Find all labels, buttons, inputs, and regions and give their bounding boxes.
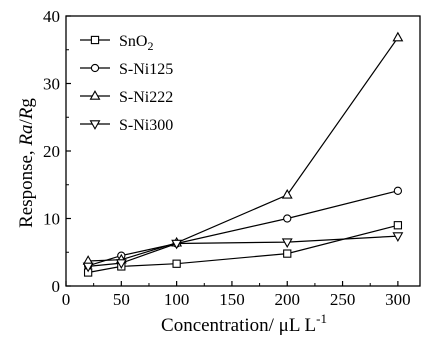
x-axis-title-main: Concentration/ μL L bbox=[161, 315, 316, 336]
y-axis-title-part: Response, bbox=[16, 146, 37, 228]
series-line bbox=[87, 190, 399, 267]
x-tick-label: 150 bbox=[219, 290, 245, 309]
y-axis-title-part: R bbox=[16, 107, 37, 120]
x-axis: 0 50 100 150 200 250 300 bbox=[62, 281, 411, 309]
data-point bbox=[393, 186, 403, 195]
data-point bbox=[393, 221, 403, 230]
series-line bbox=[87, 224, 399, 274]
data-point bbox=[115, 259, 127, 269]
y-axis: 0 10 20 30 40 bbox=[43, 7, 71, 296]
x-tick-label: 50 bbox=[113, 290, 130, 309]
y-axis-title-part: / bbox=[16, 118, 37, 124]
y-tick-label: 20 bbox=[43, 142, 60, 161]
data-point bbox=[82, 262, 94, 273]
y-tick-label: 30 bbox=[43, 75, 60, 94]
data-point bbox=[392, 31, 404, 42]
legend-marker bbox=[90, 35, 100, 45]
x-tick-label: 100 bbox=[164, 290, 190, 309]
legend-item: SnO2 bbox=[80, 33, 153, 53]
legend: SnO2 S-Ni125 S-Ni222 S-Ni300 bbox=[80, 33, 173, 134]
data-point bbox=[283, 214, 292, 223]
legend-item: S-Ni125 bbox=[80, 61, 173, 78]
legend-label: S-Ni125 bbox=[119, 61, 173, 78]
y-tick-label: 10 bbox=[43, 210, 60, 229]
x-tick-label: 0 bbox=[62, 290, 71, 309]
x-axis-title: Concentration/ μL L-1 bbox=[161, 311, 327, 336]
legend-item: S-Ni300 bbox=[80, 117, 173, 134]
data-point bbox=[283, 249, 292, 258]
legend-label: SnO2 bbox=[119, 33, 153, 53]
series-layer bbox=[82, 31, 404, 277]
legend-item: S-Ni222 bbox=[80, 89, 173, 106]
data-point bbox=[171, 239, 183, 250]
y-tick-label: 0 bbox=[52, 277, 61, 296]
data-point bbox=[392, 232, 404, 242]
data-point bbox=[172, 259, 181, 268]
series-line bbox=[88, 235, 398, 267]
x-tick-label: 200 bbox=[275, 290, 301, 309]
series-s-ni300 bbox=[82, 232, 404, 273]
legend-marker bbox=[89, 120, 101, 130]
legend-label: S-Ni300 bbox=[119, 117, 173, 134]
y-axis-title: Response, Ra/Rg bbox=[16, 98, 37, 228]
data-point bbox=[281, 188, 293, 199]
y-tick-label: 40 bbox=[43, 7, 60, 26]
plot-border bbox=[65, 15, 421, 287]
legend-marker bbox=[89, 90, 101, 100]
x-axis-title-superscript: -1 bbox=[316, 311, 327, 326]
y-axis-title-part: g bbox=[16, 98, 37, 108]
legend-marker bbox=[90, 63, 100, 73]
y-axis-title-part: Ra bbox=[16, 124, 37, 146]
series-sno2 bbox=[83, 221, 403, 277]
plot-frame bbox=[65, 15, 421, 287]
x-tick-label: 300 bbox=[385, 290, 411, 309]
x-tick-label: 250 bbox=[330, 290, 356, 309]
legend-label: S-Ni222 bbox=[119, 89, 173, 106]
data-point bbox=[281, 238, 293, 249]
